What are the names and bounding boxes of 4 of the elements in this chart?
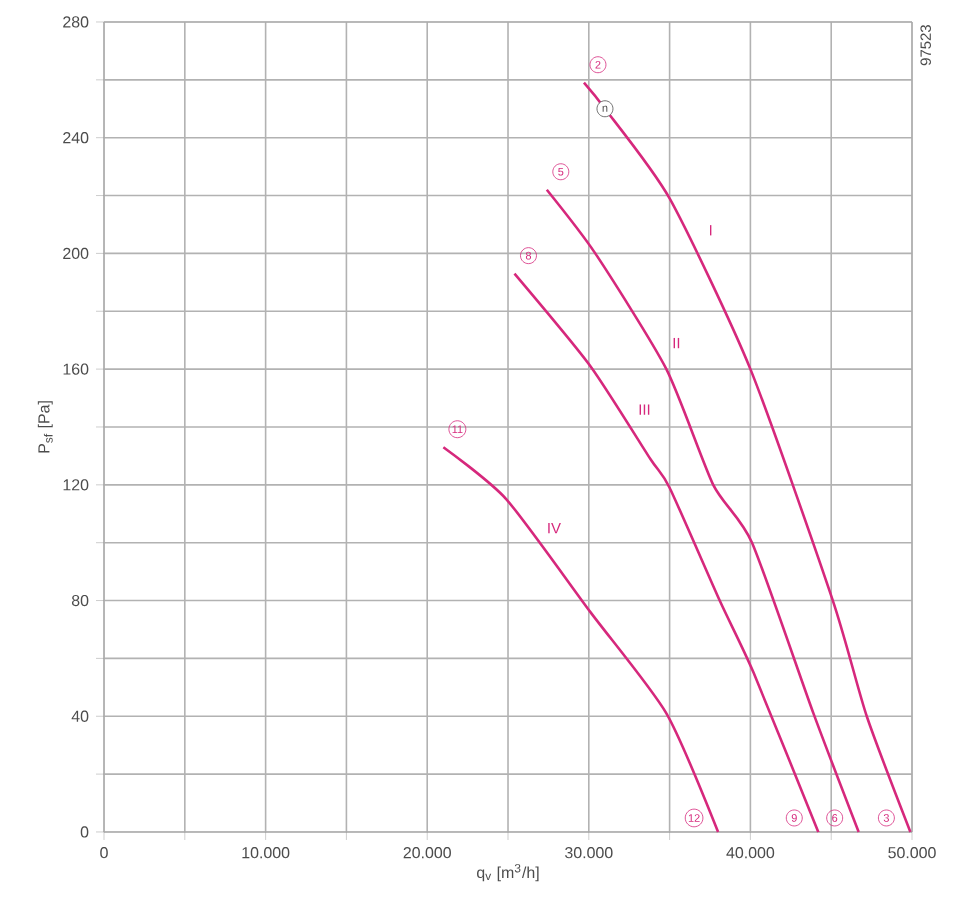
line-series [513,272,820,834]
line-series [545,188,860,834]
line-series [582,81,912,834]
line-series [442,445,720,834]
